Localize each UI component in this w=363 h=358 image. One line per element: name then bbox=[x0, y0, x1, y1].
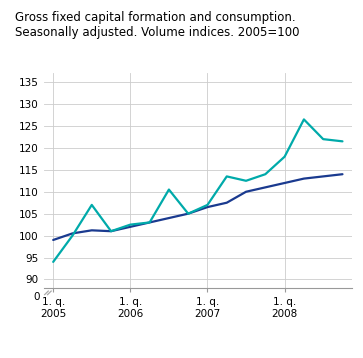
Consumption in households bbox=[167, 216, 171, 220]
Consumption in households bbox=[321, 174, 325, 179]
Gross fixed capital formation, Mainland-Norway bbox=[147, 220, 152, 224]
Gross fixed capital formation, Mainland-Norway bbox=[282, 155, 287, 159]
Consumption in households bbox=[205, 205, 210, 209]
Gross fixed capital formation, Mainland-Norway bbox=[321, 137, 325, 141]
Consumption in households bbox=[244, 190, 248, 194]
Consumption in households bbox=[147, 220, 152, 224]
Text: Gross fixed capital formation and consumption.
Seasonally adjusted. Volume indic: Gross fixed capital formation and consum… bbox=[15, 11, 299, 39]
Consumption in households bbox=[282, 181, 287, 185]
Gross fixed capital formation, Mainland-Norway bbox=[90, 203, 94, 207]
Gross fixed capital formation, Mainland-Norway bbox=[263, 172, 268, 176]
Gross fixed capital formation, Mainland-Norway bbox=[340, 139, 344, 144]
Consumption in households bbox=[109, 229, 113, 233]
Gross fixed capital formation, Mainland-Norway bbox=[109, 229, 113, 233]
Line: Gross fixed capital formation, Mainland-Norway: Gross fixed capital formation, Mainland-… bbox=[53, 120, 342, 262]
Gross fixed capital formation, Mainland-Norway bbox=[225, 174, 229, 179]
Gross fixed capital formation, Mainland-Norway bbox=[167, 187, 171, 192]
Consumption in households bbox=[263, 185, 268, 189]
Gross fixed capital formation, Mainland-Norway bbox=[128, 222, 132, 227]
Gross fixed capital formation, Mainland-Norway bbox=[302, 117, 306, 122]
Consumption in households bbox=[302, 176, 306, 181]
Consumption in households bbox=[70, 231, 75, 236]
Line: Consumption in households: Consumption in households bbox=[53, 174, 342, 240]
Consumption in households bbox=[51, 238, 56, 242]
Gross fixed capital formation, Mainland-Norway bbox=[244, 179, 248, 183]
Consumption in households bbox=[90, 228, 94, 232]
Consumption in households bbox=[225, 200, 229, 205]
Gross fixed capital formation, Mainland-Norway bbox=[205, 203, 210, 207]
Consumption in households bbox=[128, 225, 132, 229]
Consumption in households bbox=[186, 212, 190, 216]
Gross fixed capital formation, Mainland-Norway bbox=[70, 233, 75, 238]
Consumption in households bbox=[340, 172, 344, 176]
Gross fixed capital formation, Mainland-Norway bbox=[51, 260, 56, 264]
Gross fixed capital formation, Mainland-Norway bbox=[186, 212, 190, 216]
Text: 0: 0 bbox=[33, 292, 40, 302]
